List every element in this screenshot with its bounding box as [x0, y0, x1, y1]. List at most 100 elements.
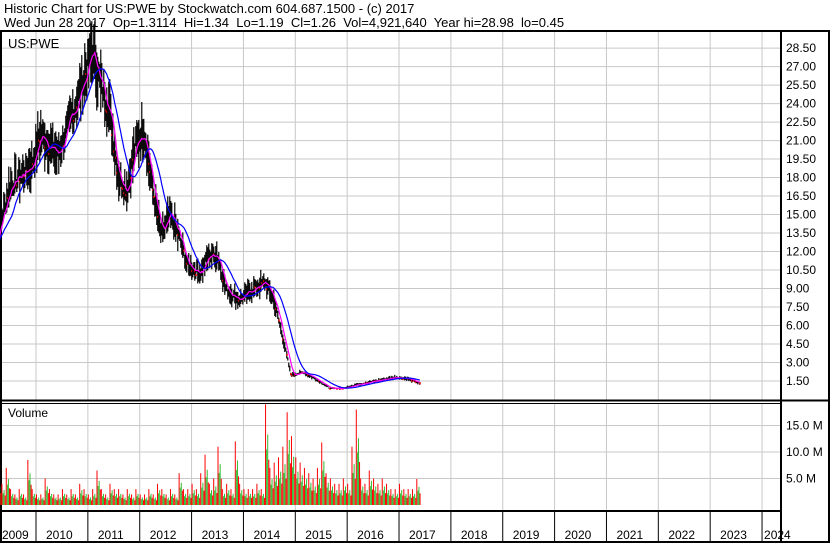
price-tick-label: 15.00	[786, 208, 816, 222]
volume-bar	[267, 434, 269, 505]
volume-bar	[10, 489, 12, 505]
price-tick-label: 18.00	[786, 171, 816, 185]
volume-bar	[196, 496, 198, 505]
chart-title: Historic Chart for US:PWE by Stockwatch.…	[4, 1, 415, 16]
volume-bar	[251, 497, 253, 505]
volume-bar	[51, 493, 53, 505]
volume-bar	[200, 473, 202, 505]
volume-bar	[148, 489, 150, 505]
volume-bar	[209, 493, 211, 505]
down-tick	[415, 381, 417, 384]
volume-bar	[181, 490, 183, 505]
down-tick	[275, 308, 277, 311]
volume-bar	[285, 478, 287, 505]
volume-bar	[378, 493, 380, 505]
down-tick	[329, 387, 331, 390]
volume-bar	[172, 493, 174, 505]
volume-bar	[39, 500, 41, 505]
volume-bar	[145, 499, 147, 505]
volume-bar	[351, 446, 353, 505]
volume-bar	[106, 499, 108, 505]
volume-bar	[33, 493, 35, 505]
volume-bar	[392, 493, 394, 505]
volume-bar	[408, 496, 410, 505]
down-tick	[222, 279, 224, 282]
volume-bar	[151, 497, 153, 505]
volume-bar	[346, 493, 348, 505]
volume-bar	[186, 497, 188, 505]
moving-average-long	[0, 68, 420, 389]
volume-bar	[338, 483, 340, 505]
volume-bar	[370, 480, 372, 505]
volume-bar	[48, 489, 50, 505]
volume-bar	[379, 490, 381, 505]
volume-bar	[418, 486, 420, 505]
volume-bar	[269, 467, 271, 505]
volume-bar	[27, 459, 29, 505]
volume-bar	[1, 483, 3, 505]
volume-bar	[184, 496, 186, 505]
volume-bar	[205, 477, 207, 505]
volume-bar	[271, 479, 273, 505]
volume-bar	[320, 488, 322, 505]
volume-bar	[135, 489, 137, 505]
volume-bar	[246, 497, 248, 505]
volume-bar	[400, 493, 402, 505]
volume-bar	[409, 493, 411, 505]
volume-bar	[226, 483, 228, 505]
volume-bar	[293, 456, 295, 505]
volume-bar	[383, 486, 385, 505]
volume-bar	[188, 496, 190, 505]
volume-bar	[377, 483, 379, 505]
year-label: 2021	[616, 528, 643, 542]
volume-bar	[279, 478, 281, 505]
volume-bar	[117, 497, 119, 505]
volume-bar	[139, 494, 141, 505]
down-tick	[32, 163, 34, 166]
down-tick	[318, 380, 320, 383]
price-tick-label: 19.50	[786, 152, 816, 166]
volume-bar	[128, 493, 130, 505]
volume-bar	[86, 497, 88, 505]
volume-tick-label: 5.0 M	[786, 472, 816, 486]
volume-bar	[325, 473, 327, 505]
volume-bar	[77, 497, 79, 505]
volume-bar	[349, 490, 351, 505]
down-tick	[132, 158, 134, 161]
volume-bar	[104, 497, 106, 505]
volume-bar	[25, 497, 27, 505]
year-label: 2012	[150, 528, 177, 542]
volume-bar	[176, 497, 178, 505]
volume-bar	[66, 494, 68, 505]
volume-bar	[239, 483, 241, 505]
volume-bar	[217, 446, 219, 505]
volume-bar	[253, 496, 255, 505]
price-tick-label: 6.00	[786, 319, 810, 333]
down-tick	[263, 280, 265, 283]
volume-bar	[337, 495, 339, 505]
down-tick	[259, 287, 261, 290]
volume-bar	[169, 489, 171, 505]
volume-bar	[369, 486, 371, 505]
volume-bar	[384, 493, 386, 505]
price-tick-label: 21.00	[786, 134, 816, 148]
volume-bar	[211, 490, 213, 505]
volume-bar	[309, 487, 311, 505]
volume-bar	[294, 473, 296, 505]
volume-bar	[119, 496, 121, 505]
volume-bar	[108, 500, 110, 505]
down-tick	[282, 338, 284, 341]
down-tick	[16, 184, 18, 187]
volume-bar	[218, 472, 220, 505]
volume-bar	[195, 489, 197, 505]
volume-bar	[36, 494, 37, 505]
down-tick	[111, 133, 113, 136]
volume-bar	[206, 469, 208, 505]
volume-bar	[180, 482, 182, 505]
volume-bar	[204, 454, 206, 505]
volume-bar	[125, 500, 127, 505]
volume-bar	[32, 496, 34, 505]
down-tick	[291, 374, 293, 377]
volume-bar	[13, 497, 15, 505]
volume-bar	[163, 493, 165, 505]
